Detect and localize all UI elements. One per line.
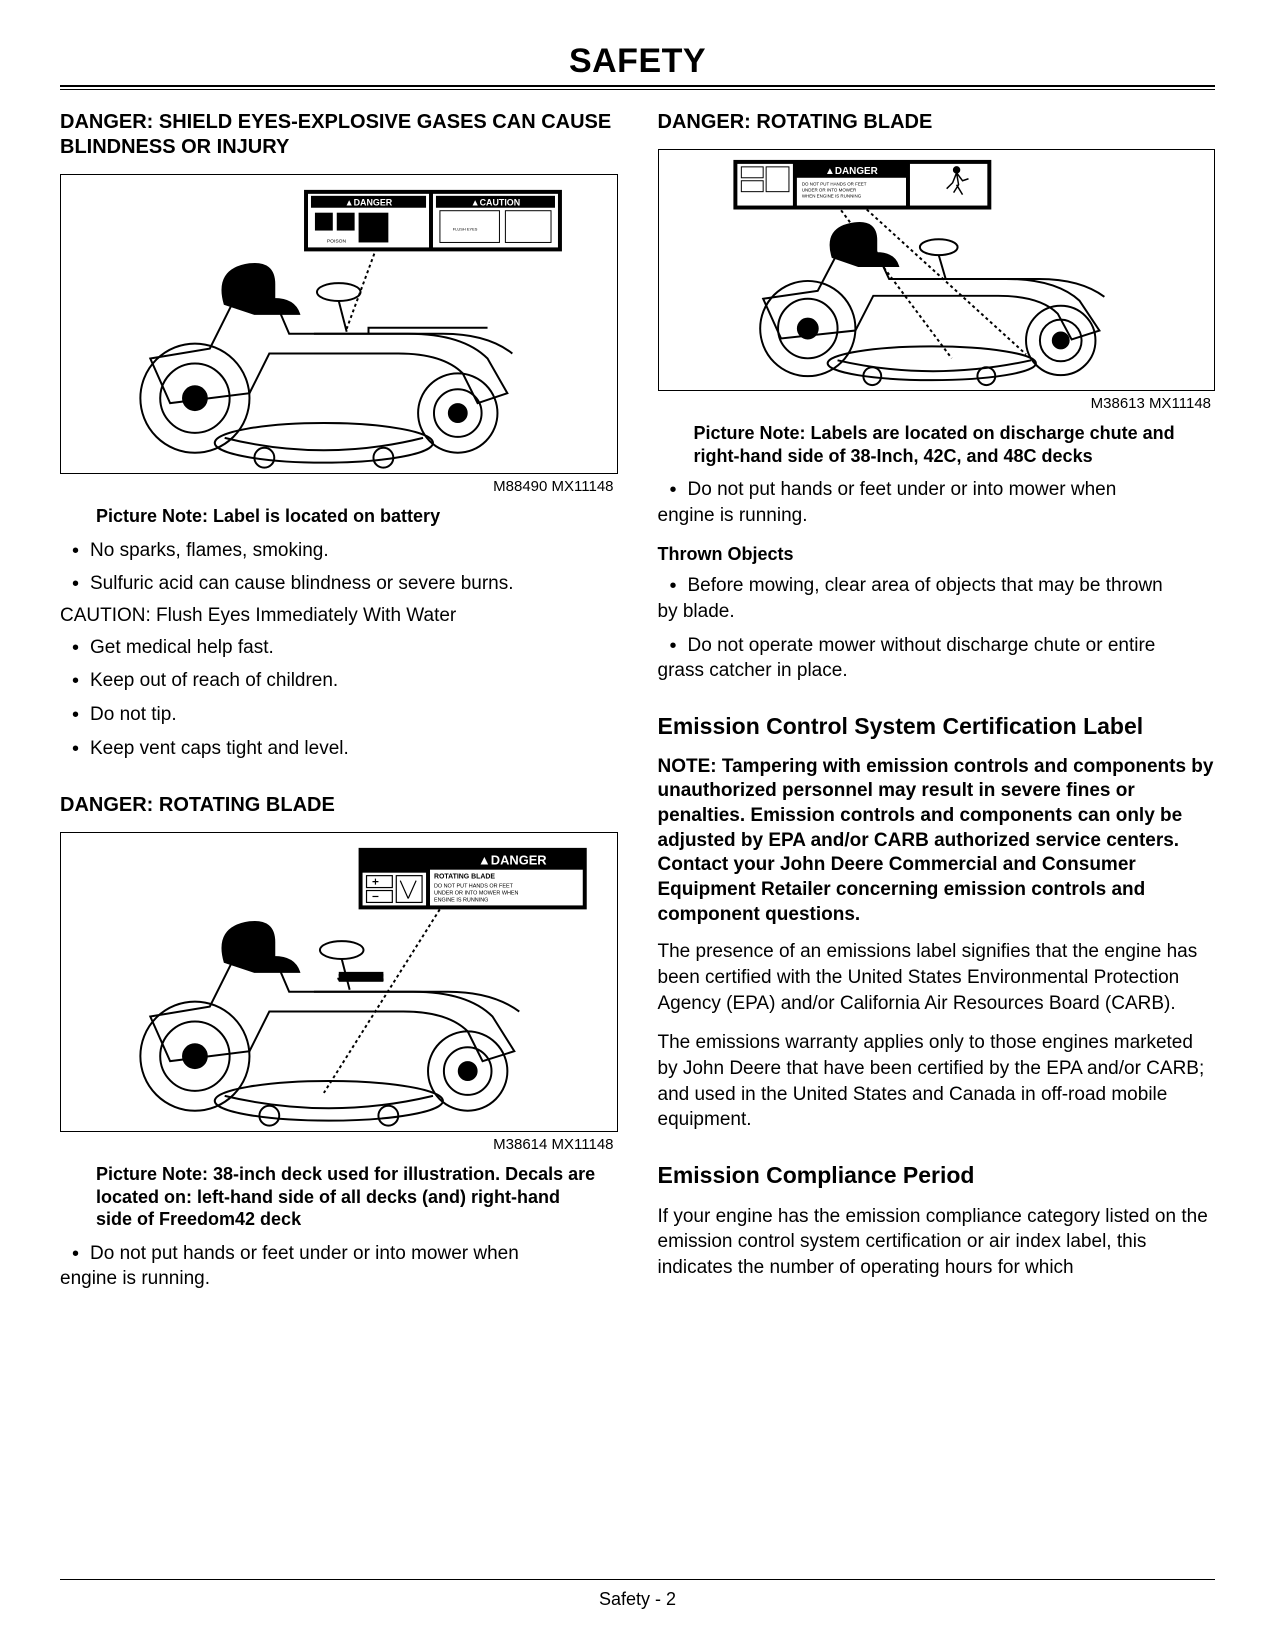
svg-text:FLUSH EYES: FLUSH EYES — [453, 227, 478, 232]
emission-compliance-para: If your engine has the emission complian… — [658, 1204, 1216, 1281]
heading-thrown-objects: Thrown Objects — [658, 544, 1216, 565]
list-item: Keep vent caps tight and level. — [60, 736, 618, 762]
bullet-thrown-2: Do not operate mower without discharge c… — [658, 633, 1216, 684]
tractor-illustration-2: JOHN DEERE ▲DANGER ROTATING BLADE DO NOT… — [61, 833, 617, 1131]
svg-text:UNDER OR INTO MOWER WHEN: UNDER OR INTO MOWER WHEN — [434, 891, 519, 897]
picture-note-3: Picture Note: Labels are located on disc… — [694, 422, 1196, 467]
heading-emission-compliance: Emission Compliance Period — [658, 1161, 1216, 1190]
figure-rotating-blade-right: ▲DANGER DO NOT PUT HANDS OR FEET UNDER O… — [658, 149, 1216, 391]
svg-text:UNDER OR INTO MOWER: UNDER OR INTO MOWER — [801, 188, 856, 193]
list-item-cont: by blade. — [658, 599, 1216, 625]
svg-text:DO NOT PUT HANDS OR FEET: DO NOT PUT HANDS OR FEET — [434, 884, 514, 890]
emission-para-1: The presence of an emissions label signi… — [658, 939, 1216, 1016]
content-columns: DANGER: SHIELD EYES-EXPLOSIVE GASES CAN … — [60, 104, 1215, 1300]
svg-text:JOHN DEERE: JOHN DEERE — [338, 975, 383, 982]
list-item: Before mowing, clear area of objects tha… — [688, 575, 1163, 596]
bullets-shield-eyes-a: No sparks, flames, smoking. Sulfuric aci… — [60, 538, 618, 597]
tractor-illustration-1: ▲DANGER ▲CAUTION POISON FLUSH EYES — [61, 175, 617, 473]
emission-note: NOTE: Tampering with emission controls a… — [658, 755, 1216, 928]
page-title: SAFETY — [60, 42, 1215, 81]
list-item-cont: engine is running. — [60, 1266, 618, 1292]
figure-code-1: M88490 MX11148 — [60, 478, 614, 495]
list-item-cont: grass catcher in place. — [658, 658, 1216, 684]
list-item: Do not put hands or feet under or into m… — [90, 1243, 519, 1264]
bullets-shield-eyes-b: Get medical help fast. Keep out of reach… — [60, 635, 618, 762]
list-item: Do not tip. — [60, 702, 618, 728]
svg-text:▲DANGER: ▲DANGER — [345, 198, 393, 208]
picture-note-1: Picture Note: Label is located on batter… — [96, 505, 598, 528]
emission-para-2: The emissions warranty applies only to t… — [658, 1030, 1216, 1133]
bullet-rotating-blade-right: Do not put hands or feet under or into m… — [658, 477, 1216, 528]
title-rule-outer — [60, 85, 1215, 87]
svg-text:▲CAUTION: ▲CAUTION — [471, 198, 520, 208]
figure-code-3: M38613 MX11148 — [658, 395, 1212, 412]
bullet-thrown-1: Before mowing, clear area of objects tha… — [658, 573, 1216, 624]
svg-text:▲DANGER: ▲DANGER — [478, 853, 547, 868]
heading-rotating-blade-right: DANGER: ROTATING BLADE — [658, 110, 1216, 135]
list-item-cont: engine is running. — [658, 503, 1216, 529]
svg-text:POISON: POISON — [327, 238, 347, 244]
svg-text:ROTATING BLADE: ROTATING BLADE — [434, 874, 495, 881]
svg-text:WHEN ENGINE IS RUNNING: WHEN ENGINE IS RUNNING — [801, 194, 861, 199]
title-rule-inner — [60, 89, 1215, 90]
left-column: DANGER: SHIELD EYES-EXPLOSIVE GASES CAN … — [60, 104, 618, 1300]
list-item: Sulfuric acid can cause blindness or sev… — [60, 571, 618, 597]
footer-rule — [60, 1579, 1215, 1580]
caution-flush-eyes: CAUTION: Flush Eyes Immediately With Wat… — [60, 605, 618, 627]
heading-emission-label: Emission Control System Certification La… — [658, 712, 1216, 741]
bullet-rotating-blade-left: Do not put hands or feet under or into m… — [60, 1241, 618, 1292]
picture-note-2: Picture Note: 38-inch deck used for illu… — [96, 1163, 598, 1231]
page-footer: Safety - 2 — [0, 1589, 1275, 1610]
svg-text:DO NOT PUT HANDS OR FEET: DO NOT PUT HANDS OR FEET — [801, 182, 866, 187]
figure-shield-eyes: ▲DANGER ▲CAUTION POISON FLUSH EYES — [60, 174, 618, 474]
list-item: Get medical help fast. — [60, 635, 618, 661]
heading-shield-eyes: DANGER: SHIELD EYES-EXPLOSIVE GASES CAN … — [60, 110, 618, 160]
right-column: DANGER: ROTATING BLADE — [658, 104, 1216, 1300]
figure-rotating-blade-left: JOHN DEERE ▲DANGER ROTATING BLADE DO NOT… — [60, 832, 618, 1132]
heading-rotating-blade-left: DANGER: ROTATING BLADE — [60, 793, 618, 818]
list-item: Do not operate mower without discharge c… — [688, 635, 1156, 656]
svg-text:▲DANGER: ▲DANGER — [825, 166, 878, 177]
list-item: No sparks, flames, smoking. — [60, 538, 618, 564]
tractor-illustration-3: ▲DANGER DO NOT PUT HANDS OR FEET UNDER O… — [659, 150, 1215, 390]
figure-code-2: M38614 MX11148 — [60, 1136, 614, 1153]
list-item: Keep out of reach of children. — [60, 668, 618, 694]
svg-text:ENGINE IS RUNNING: ENGINE IS RUNNING — [434, 898, 488, 904]
list-item: Do not put hands or feet under or into m… — [688, 479, 1117, 500]
